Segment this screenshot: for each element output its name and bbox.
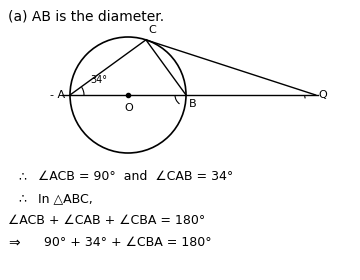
Text: ∴: ∴ xyxy=(18,192,26,205)
Text: O: O xyxy=(125,103,133,113)
Text: 90° + 34° + ∠CBA = 180°: 90° + 34° + ∠CBA = 180° xyxy=(28,236,212,249)
Text: ∴: ∴ xyxy=(18,170,26,183)
Text: ⇒: ⇒ xyxy=(8,236,20,250)
Text: (a) AB is the diameter.: (a) AB is the diameter. xyxy=(8,10,164,24)
Text: In △ABC,: In △ABC, xyxy=(38,192,93,205)
Text: - A: - A xyxy=(50,90,65,100)
Text: C: C xyxy=(148,25,156,35)
Text: B: B xyxy=(189,99,197,109)
Text: ∠ACB = 90°  and  ∠CAB = 34°: ∠ACB = 90° and ∠CAB = 34° xyxy=(38,170,233,183)
Text: ∠ACB + ∠CAB + ∠CBA = 180°: ∠ACB + ∠CAB + ∠CBA = 180° xyxy=(8,214,205,227)
Text: 34°: 34° xyxy=(90,75,107,85)
Text: Q: Q xyxy=(319,90,328,100)
